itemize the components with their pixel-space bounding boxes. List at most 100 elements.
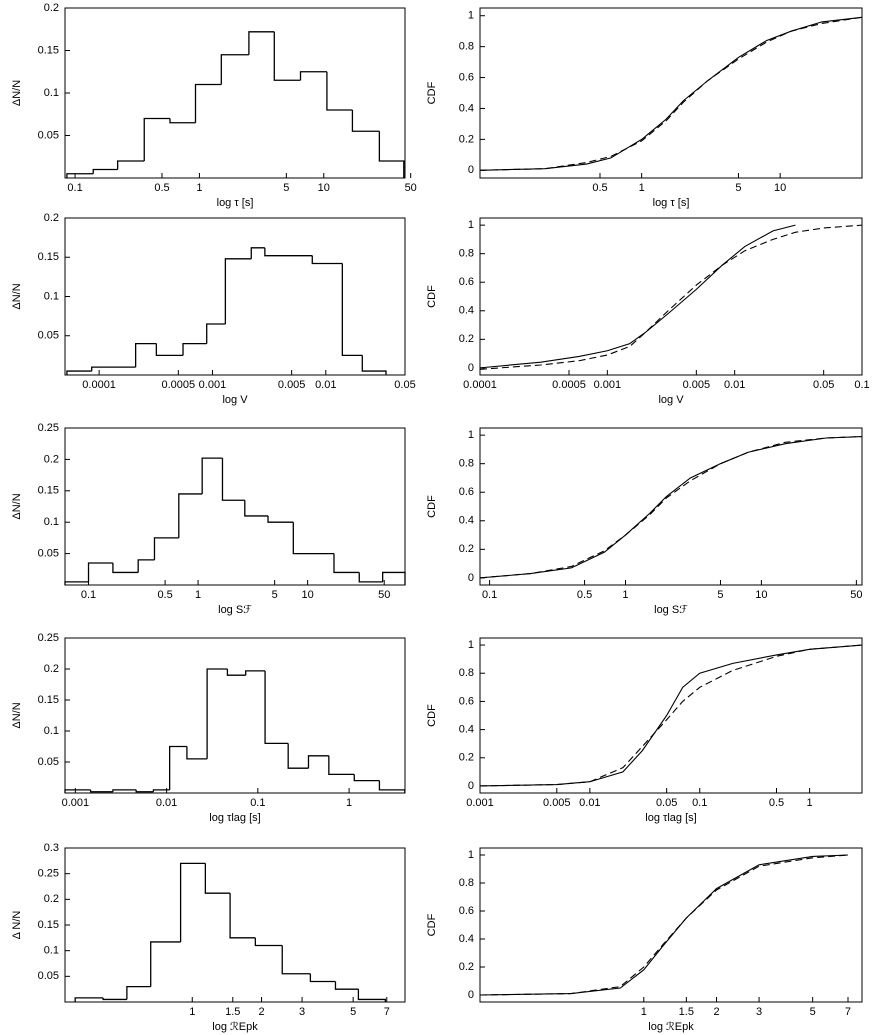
x-tick-label: 0.01 <box>156 797 177 809</box>
histogram-bar <box>378 780 406 793</box>
plot-frame <box>479 427 863 586</box>
y-tick-label: 0.8 <box>459 458 474 470</box>
histogram-bar <box>226 669 246 676</box>
x-tick-label: 1 <box>807 797 813 809</box>
cdf-line <box>479 224 863 370</box>
histogram-bar <box>264 247 313 257</box>
y-tick-label: 0.15 <box>38 919 59 931</box>
x-tick-label: 0.05 <box>813 379 834 391</box>
x-tick-label: 0.1 <box>250 797 265 809</box>
y-tick-label: 0.05 <box>38 756 59 768</box>
cdf-line <box>479 436 863 579</box>
x-tick-label: 10 <box>302 589 314 601</box>
x-tick-label: 7 <box>845 1006 851 1018</box>
y-tick-label: 0.4 <box>459 723 474 735</box>
y-tick-label: 0 <box>468 164 474 176</box>
y-tick-label: 0.1 <box>44 290 59 302</box>
x-axis-label: log ℛEpk <box>648 1021 694 1033</box>
histogram-bar <box>134 342 157 368</box>
x-tick-label: 0.01 <box>315 379 336 391</box>
x-tick-label: 0.01 <box>724 379 745 391</box>
plot-frame <box>64 637 406 794</box>
plot-frame <box>64 427 406 586</box>
y-tick-label: 0.1 <box>44 945 59 957</box>
plot-frame <box>64 7 406 179</box>
histogram-bar <box>351 110 380 132</box>
cdf-line <box>479 224 796 369</box>
cdf-line <box>479 854 849 996</box>
histogram-bar <box>135 789 154 793</box>
x-tick-label: 0.0001 <box>82 379 116 391</box>
histogram-bar <box>353 774 380 782</box>
y-tick-label: 0.2 <box>44 663 59 675</box>
histogram-bar <box>206 323 226 344</box>
y-tick-label: 0.25 <box>38 632 59 644</box>
y-axis-label: ΔN/N <box>11 493 23 519</box>
x-tick-label: 0.1 <box>854 379 869 391</box>
histogram-bar <box>254 937 283 947</box>
histogram-bar <box>267 515 294 523</box>
histogram-bar <box>244 500 269 517</box>
y-tick-label: 0.2 <box>44 212 59 224</box>
y-tick-label: 0 <box>468 572 474 584</box>
cdf-line <box>479 854 849 996</box>
y-axis-label: CDF <box>426 913 438 936</box>
cdf-line <box>479 644 863 787</box>
x-tick-label: 50 <box>378 589 390 601</box>
histogram-bar <box>309 973 336 983</box>
x-tick-label: 0.001 <box>199 379 227 391</box>
histogram-bar <box>155 343 184 357</box>
x-tick-label: 50 <box>850 589 862 601</box>
histogram-bar <box>224 258 252 324</box>
histogram-bar <box>143 117 170 161</box>
histogram-bar <box>64 789 91 793</box>
x-tick-label: 3 <box>299 1006 305 1018</box>
histogram-bar <box>357 989 386 1002</box>
x-tick-label: 1 <box>639 182 645 194</box>
histogram-bar <box>311 255 343 265</box>
histogram-bar <box>220 54 249 85</box>
x-axis-label: log τ [s] <box>217 197 254 209</box>
y-tick-label: 0.8 <box>459 41 474 53</box>
x-tick-label: 7 <box>384 1006 390 1018</box>
histogram-bar <box>179 862 206 942</box>
y-tick-label: 0.25 <box>38 422 59 434</box>
histogram-bar <box>221 458 245 501</box>
y-axis-label: CDF <box>426 704 438 727</box>
x-tick-label: 1 <box>346 797 352 809</box>
y-axis-label: ΔN/N <box>11 283 23 309</box>
x-tick-label: 0.05 <box>656 797 677 809</box>
histogram-bar <box>264 670 289 745</box>
x-tick-label: 1 <box>622 589 628 601</box>
histogram-bar <box>334 981 359 990</box>
y-tick-label: 0.6 <box>459 276 474 288</box>
histogram-bar <box>382 571 406 585</box>
x-tick-label: 0.5 <box>154 182 169 194</box>
histogram-bar <box>116 160 145 170</box>
histogram-bar <box>178 493 203 538</box>
x-tick-label: 50 <box>405 182 417 194</box>
histogram-bar <box>273 31 301 81</box>
histogram-bar <box>126 985 151 1000</box>
y-tick-label: 1 <box>468 849 474 861</box>
cdf-line <box>479 436 863 579</box>
x-tick-label: 0.0005 <box>552 379 586 391</box>
histogram-bar <box>307 755 329 769</box>
y-tick-label: 0 <box>468 780 474 792</box>
histogram-bar <box>250 247 265 259</box>
y-tick-label: 0.6 <box>459 486 474 498</box>
x-tick-label: 3 <box>756 1006 762 1018</box>
histogram-bar <box>186 746 208 760</box>
x-tick-label: 1.5 <box>679 1006 694 1018</box>
x-tick-label: 1 <box>189 1006 195 1018</box>
y-tick-label: 0 <box>468 989 474 1001</box>
x-tick-label: 0.0001 <box>463 379 497 391</box>
x-tick-label: 0.005 <box>683 379 711 391</box>
plot-frame <box>479 7 863 179</box>
histogram-bar <box>287 743 309 769</box>
histogram-bar <box>358 572 383 583</box>
histogram-bar <box>326 71 353 111</box>
x-tick-label: 0.5 <box>769 797 784 809</box>
x-tick-label: 1 <box>641 1006 647 1018</box>
y-tick-label: 0.2 <box>44 453 59 465</box>
